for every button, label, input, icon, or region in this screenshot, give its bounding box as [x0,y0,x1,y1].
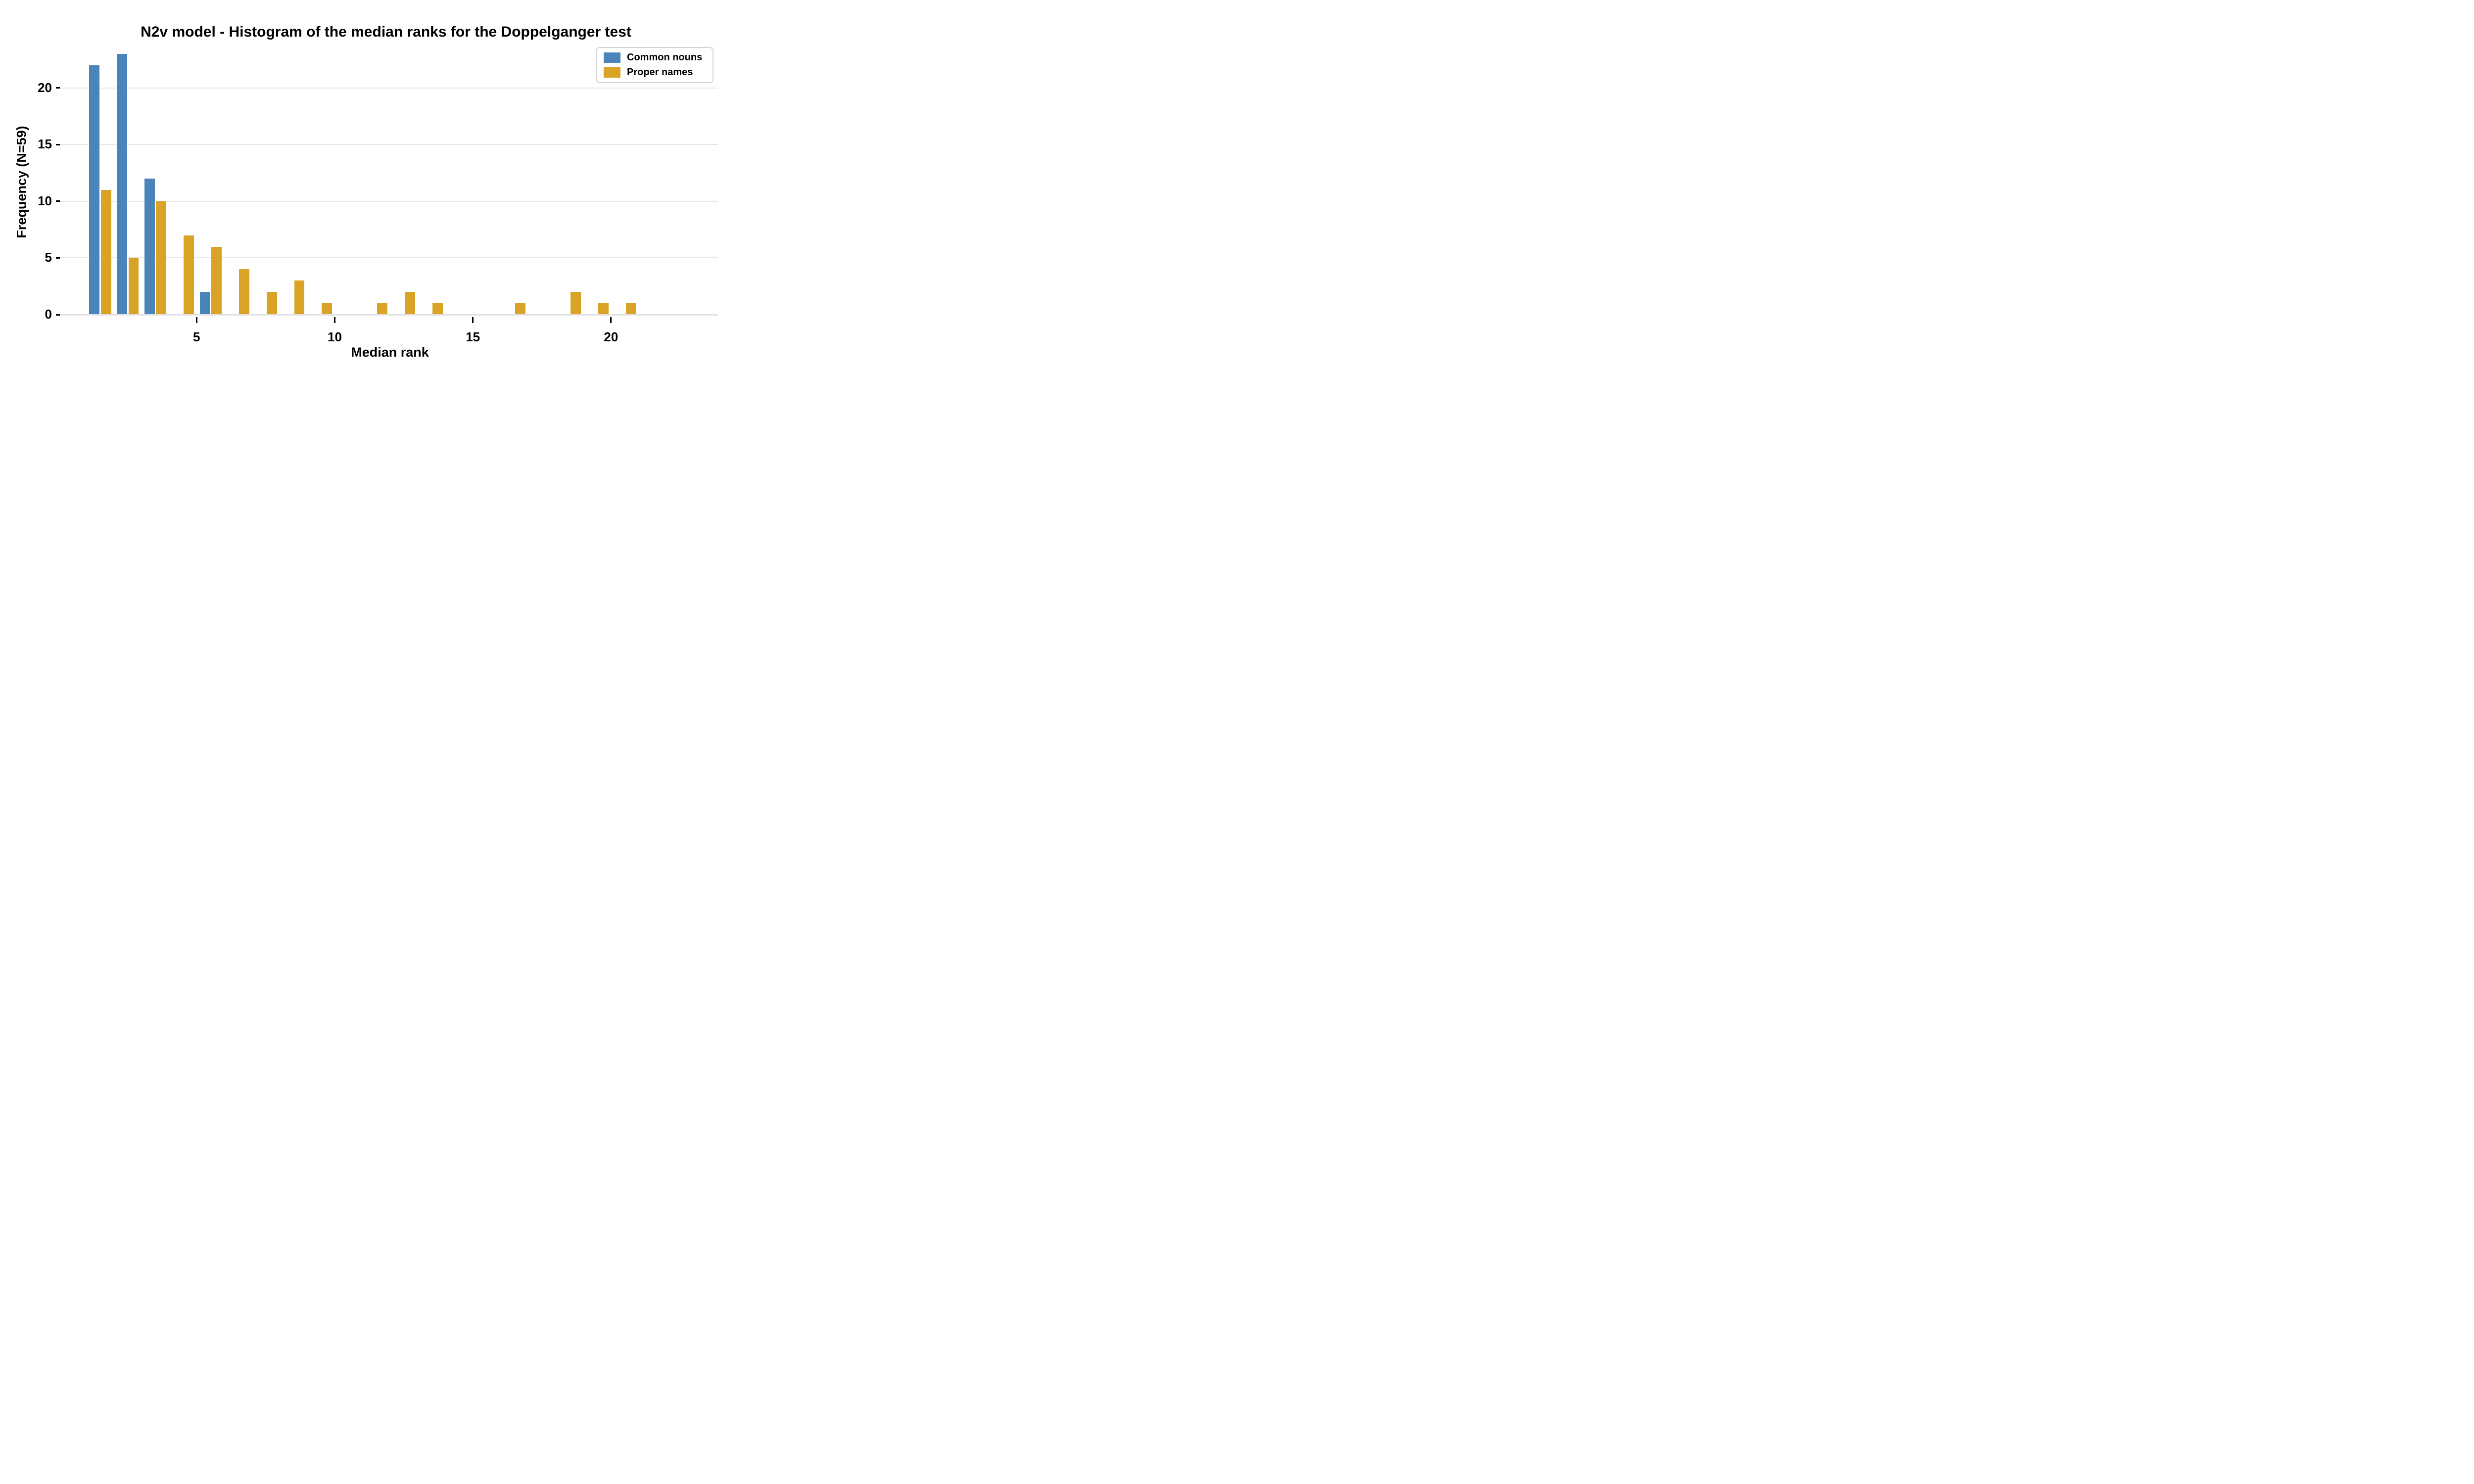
x-tick-mark-15 [472,317,474,323]
x-tick-label-5: 5 [193,329,200,344]
bar-proper-names-x19.72 [598,303,609,315]
legend-item-common-nouns: Common nouns [604,52,706,63]
y-tick-label-5: 5 [45,250,52,265]
x-tick-mark-10 [333,317,335,323]
bar-common-nouns-x1.3 [89,65,100,315]
x-axis-line [60,314,718,316]
legend-swatch-common-nouns [604,52,620,63]
bar-proper-names-x11.72 [377,303,387,315]
y-tick-mark-5 [56,257,60,259]
gridline-y-5 [60,257,718,259]
x-tick-label-20: 20 [604,329,618,344]
y-tick-label-20: 20 [38,80,52,95]
bar-proper-names-x9.72 [322,303,333,315]
legend-label-common-nouns: Common nouns [627,52,703,63]
gridline-y-20 [60,87,718,89]
legend: Common nouns Proper names [596,47,714,83]
y-tick-mark-15 [56,143,60,145]
bar-proper-names-x8.72 [294,280,305,315]
bar-common-nouns-x2.3 [117,54,127,315]
y-tick-mark-10 [56,200,60,202]
gridline-y-10 [60,200,718,202]
gridline-y-15 [60,144,718,145]
y-tick-label-10: 10 [38,193,52,208]
bar-proper-names-x16.72 [515,303,526,315]
bar-proper-names-x13.72 [432,303,443,315]
legend-swatch-proper-names [604,67,620,78]
x-tick-mark-20 [610,317,612,323]
chart-title: N2v model - Histogram of the median rank… [141,24,631,40]
bar-proper-names-x6.72 [238,269,249,315]
bar-common-nouns-x3.3 [144,179,155,315]
x-tick-mark-5 [195,317,197,323]
legend-label-proper-names: Proper names [627,67,693,78]
bar-proper-names-x7.72 [266,292,277,315]
y-tick-mark-0 [56,314,60,316]
bar-proper-names-x12.72 [404,292,415,315]
legend-item-proper-names: Proper names [604,67,706,78]
y-tick-label-0: 0 [45,307,52,322]
bar-proper-names-x5.72 [211,246,222,315]
x-tick-label-15: 15 [466,329,480,344]
y-tick-label-15: 15 [38,137,52,152]
x-tick-label-10: 10 [328,329,342,344]
bar-proper-names-x4.72 [184,235,194,315]
bar-proper-names-x3.72 [156,201,167,315]
bar-proper-names-x18.72 [571,292,581,315]
y-tick-mark-20 [56,87,60,89]
bar-proper-names-x20.72 [625,303,636,315]
x-axis-title: Median rank [351,345,429,360]
bar-proper-names-x1.72 [100,190,111,315]
histogram-figure: N2v model - Histogram of the median rank… [0,0,742,371]
bar-proper-names-x2.72 [128,258,139,315]
bar-common-nouns-x5.3 [199,292,210,315]
